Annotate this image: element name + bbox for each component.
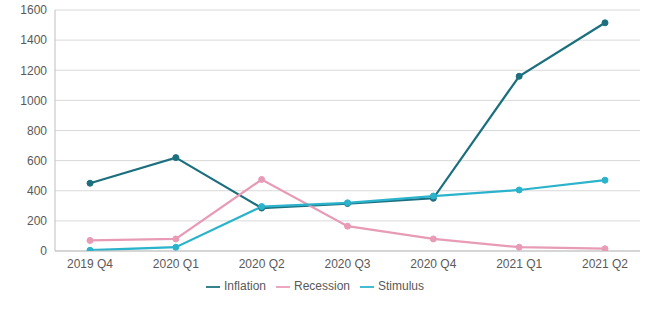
svg-text:2019 Q4: 2019 Q4 — [67, 257, 113, 271]
html-text:Stimulus: Stimulus — [378, 279, 424, 293]
svg-text:400: 400 — [27, 184, 47, 198]
svg-text:200: 200 — [27, 214, 47, 228]
html-text:Inflation: Inflation — [224, 279, 266, 293]
svg-text:2020 Q2: 2020 Q2 — [239, 257, 285, 271]
svg-text:2021 Q1: 2021 Q1 — [496, 257, 542, 271]
svg-text:600: 600 — [27, 154, 47, 168]
svg-text:800: 800 — [27, 124, 47, 138]
svg-text:2020 Q4: 2020 Q4 — [410, 257, 456, 271]
svg-text:2020 Q3: 2020 Q3 — [324, 257, 370, 271]
svg-text:1600: 1600 — [20, 3, 47, 17]
svg-text:0: 0 — [40, 244, 47, 258]
svg-text:1200: 1200 — [20, 64, 47, 78]
svg-text:2021 Q2: 2021 Q2 — [582, 257, 628, 271]
svg-text:1000: 1000 — [20, 94, 47, 108]
svg-text:1400: 1400 — [20, 33, 47, 47]
svg-text:2020 Q1: 2020 Q1 — [153, 257, 199, 271]
html-text:Recession: Recession — [294, 279, 350, 293]
